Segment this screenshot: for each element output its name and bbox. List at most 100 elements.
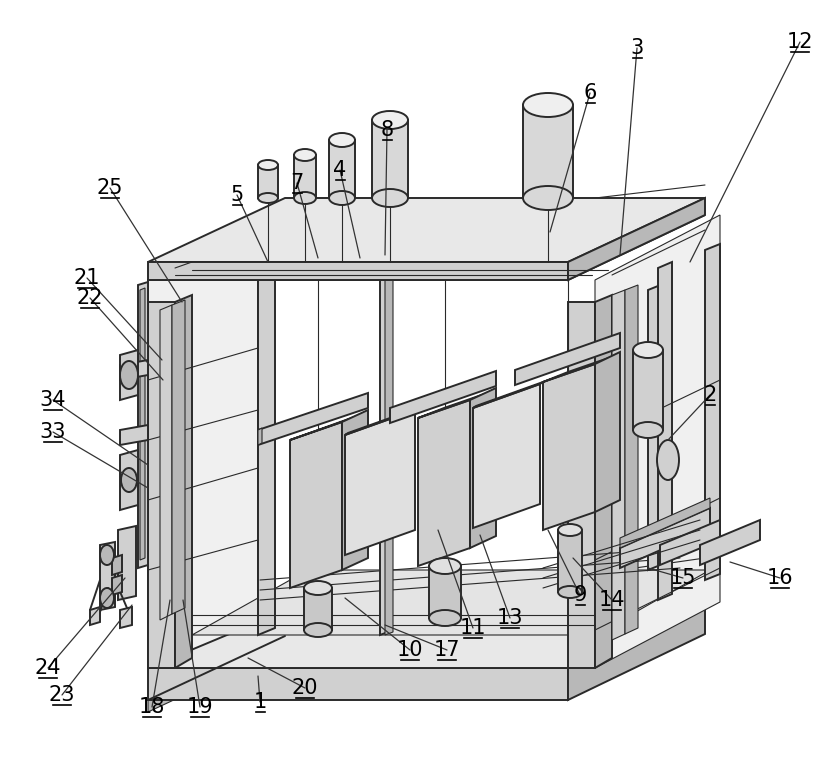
Polygon shape [429, 566, 461, 618]
Polygon shape [372, 120, 408, 198]
Polygon shape [258, 428, 262, 445]
Text: 24: 24 [34, 658, 61, 678]
Polygon shape [523, 105, 573, 198]
Ellipse shape [633, 342, 663, 358]
Polygon shape [595, 352, 620, 512]
Polygon shape [148, 668, 568, 700]
Text: 8: 8 [380, 120, 394, 140]
Polygon shape [633, 350, 663, 430]
Polygon shape [175, 295, 192, 668]
Polygon shape [148, 215, 705, 280]
Polygon shape [660, 520, 720, 565]
Text: 22: 22 [77, 288, 103, 308]
Ellipse shape [304, 581, 332, 595]
Polygon shape [118, 526, 136, 600]
Polygon shape [140, 288, 145, 560]
Text: 12: 12 [787, 32, 813, 52]
Text: 25: 25 [96, 178, 123, 198]
Polygon shape [470, 388, 496, 548]
Text: 13: 13 [497, 608, 523, 628]
Polygon shape [120, 350, 138, 400]
Polygon shape [648, 286, 658, 570]
Ellipse shape [523, 186, 573, 210]
Ellipse shape [633, 422, 663, 438]
Text: 21: 21 [74, 268, 101, 288]
Polygon shape [342, 410, 368, 570]
Polygon shape [258, 263, 275, 635]
Polygon shape [120, 450, 138, 510]
Polygon shape [290, 422, 342, 588]
Text: 33: 33 [39, 422, 66, 442]
Polygon shape [148, 636, 285, 712]
Polygon shape [258, 393, 368, 445]
Ellipse shape [294, 149, 316, 161]
Polygon shape [380, 260, 388, 635]
Ellipse shape [657, 440, 679, 480]
Polygon shape [595, 295, 612, 668]
Ellipse shape [329, 133, 355, 147]
Polygon shape [568, 198, 705, 280]
Polygon shape [515, 333, 620, 385]
Text: 5: 5 [230, 185, 244, 205]
Polygon shape [294, 155, 316, 198]
Text: 1: 1 [253, 692, 266, 712]
Polygon shape [148, 302, 175, 668]
Polygon shape [192, 570, 710, 635]
Text: 34: 34 [39, 390, 66, 410]
Polygon shape [290, 412, 368, 440]
Polygon shape [558, 530, 582, 592]
Text: 2: 2 [703, 385, 716, 405]
Text: 20: 20 [292, 678, 318, 698]
Polygon shape [120, 425, 148, 445]
Text: 18: 18 [139, 697, 165, 717]
Polygon shape [258, 165, 278, 198]
Polygon shape [112, 575, 122, 595]
Text: 10: 10 [396, 640, 423, 660]
Polygon shape [112, 555, 122, 575]
Ellipse shape [329, 191, 355, 205]
Text: 9: 9 [573, 585, 587, 605]
Polygon shape [543, 354, 620, 382]
Polygon shape [595, 215, 720, 668]
Ellipse shape [558, 586, 582, 598]
Text: 23: 23 [49, 685, 75, 705]
Polygon shape [90, 607, 100, 625]
Polygon shape [473, 384, 540, 528]
Text: 4: 4 [334, 160, 347, 180]
Polygon shape [625, 285, 638, 634]
Polygon shape [329, 140, 355, 198]
Ellipse shape [523, 93, 573, 117]
Text: 16: 16 [767, 568, 794, 588]
Polygon shape [120, 360, 148, 380]
Ellipse shape [372, 189, 408, 207]
Polygon shape [658, 262, 672, 600]
Ellipse shape [258, 160, 278, 170]
Polygon shape [385, 260, 393, 635]
Polygon shape [148, 602, 705, 668]
Polygon shape [345, 408, 418, 435]
Text: 15: 15 [670, 568, 696, 588]
Polygon shape [148, 198, 705, 262]
Text: 6: 6 [583, 83, 597, 103]
Ellipse shape [258, 193, 278, 203]
Polygon shape [160, 305, 172, 620]
Text: 11: 11 [460, 618, 486, 638]
Polygon shape [148, 238, 258, 668]
Text: 14: 14 [598, 590, 625, 610]
Polygon shape [543, 364, 595, 530]
Ellipse shape [100, 588, 114, 608]
Polygon shape [172, 300, 185, 614]
Polygon shape [120, 607, 132, 628]
Ellipse shape [304, 623, 332, 637]
Ellipse shape [429, 558, 461, 574]
Polygon shape [148, 262, 568, 280]
Text: 7: 7 [291, 173, 303, 193]
Polygon shape [700, 520, 760, 565]
Polygon shape [705, 244, 720, 580]
Polygon shape [138, 282, 148, 568]
Polygon shape [568, 302, 595, 668]
Polygon shape [100, 542, 115, 610]
Ellipse shape [120, 361, 138, 389]
Polygon shape [418, 400, 470, 566]
Polygon shape [620, 498, 710, 548]
